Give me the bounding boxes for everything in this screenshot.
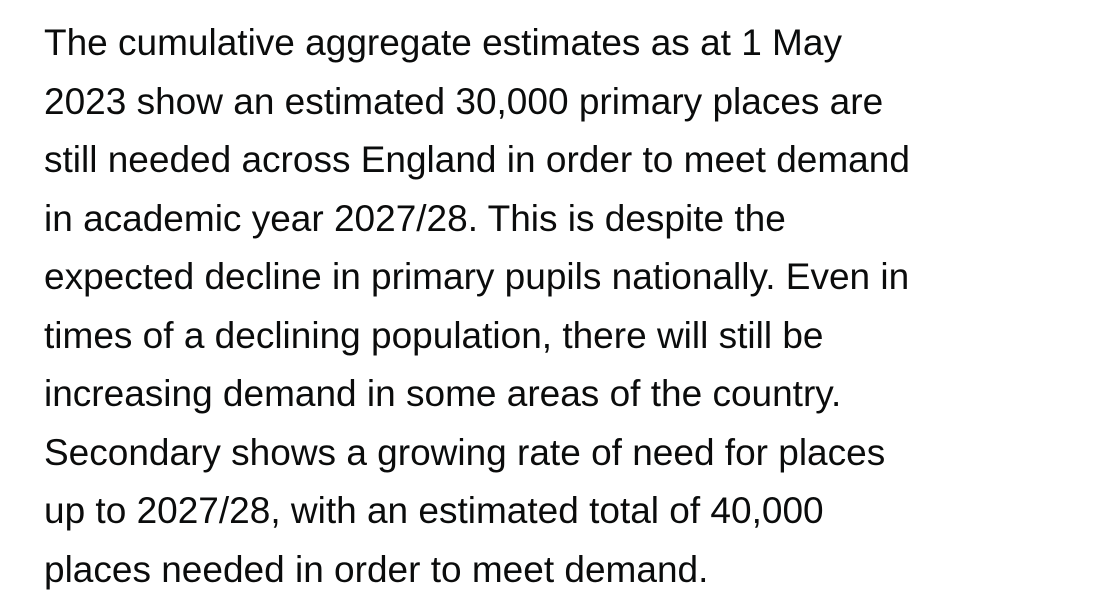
paragraph-line-6: times of a declining population, there w…	[44, 314, 824, 356]
paragraph-line-2: 2023 show an estimated 30,000 primary pl…	[44, 80, 884, 122]
paragraph-line-7: increasing demand in some areas of the c…	[44, 373, 842, 414]
paragraph-line-3: still needed across England in order to …	[44, 139, 910, 180]
paragraph-line-5: expected decline in primary pupils natio…	[44, 256, 910, 297]
paragraph-line-10: places needed in order to meet demand.	[44, 548, 709, 590]
paragraph-line-1: The cumulative aggregate estimates as at…	[44, 22, 842, 63]
paragraph-line-4: in academic year 2027/28. This is despit…	[44, 197, 786, 239]
body-paragraph: The cumulative aggregate estimates as at…	[44, 14, 1084, 599]
paragraph-line-8: Secondary shows a growing rate of need f…	[44, 431, 886, 473]
paragraph-line-9: up to 2027/28, with an estimated total o…	[44, 490, 824, 531]
